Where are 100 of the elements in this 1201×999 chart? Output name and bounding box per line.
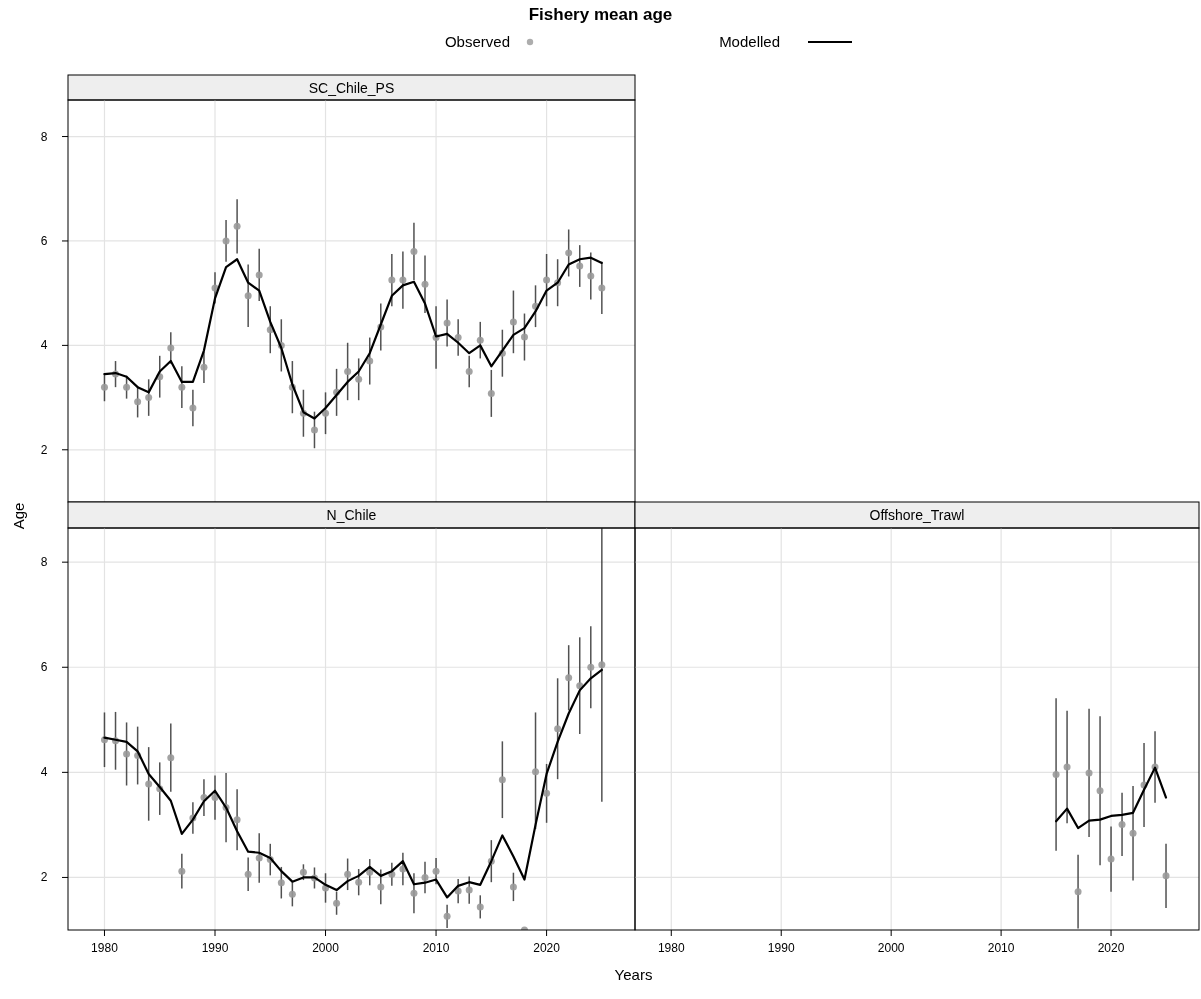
- point: [1096, 787, 1104, 795]
- x-tick-label: 2020: [1097, 941, 1125, 955]
- point: [322, 409, 330, 417]
- point: [123, 383, 131, 391]
- point: [554, 725, 562, 733]
- point: [123, 750, 131, 758]
- point: [244, 292, 252, 300]
- point: [145, 780, 153, 788]
- point: [465, 367, 473, 375]
- point: [344, 367, 352, 375]
- y-tick-label: 6: [40, 233, 48, 248]
- x-tick-label: 2000: [312, 941, 340, 955]
- line-series: [103, 256, 603, 420]
- point: [277, 879, 285, 887]
- point: [432, 867, 440, 875]
- point: [565, 249, 573, 257]
- point: [255, 271, 263, 279]
- point: [233, 222, 241, 230]
- point: [1063, 763, 1071, 771]
- chart-title: Fishery mean age: [528, 5, 673, 24]
- point: [476, 903, 484, 911]
- point: [520, 333, 528, 341]
- legend-label: Observed: [444, 33, 510, 50]
- point: [1107, 855, 1115, 863]
- point: [255, 854, 263, 862]
- point: [1052, 770, 1060, 778]
- point: [388, 276, 396, 284]
- point: [410, 889, 418, 897]
- point: [178, 867, 186, 875]
- point: [145, 394, 153, 402]
- point: [421, 280, 429, 288]
- x-tick-label: 2020: [533, 941, 561, 955]
- point: [1085, 769, 1093, 777]
- point: [189, 404, 197, 412]
- point: [498, 776, 506, 784]
- point: [1074, 888, 1082, 896]
- point: [288, 890, 296, 898]
- point: [565, 674, 573, 682]
- point: [509, 883, 517, 891]
- point: [167, 754, 175, 762]
- y-axis-title: Age: [10, 502, 27, 530]
- point: [454, 887, 462, 895]
- chart-subtitle: Offshore_Trawl: [869, 507, 965, 523]
- point: [598, 284, 606, 292]
- point: [344, 870, 352, 878]
- point: [543, 276, 551, 284]
- x-axis-title: Years: [614, 966, 653, 983]
- point: [1162, 872, 1170, 880]
- point: [587, 663, 595, 671]
- point: [222, 237, 230, 245]
- x-tick-label: 2010: [987, 941, 1015, 955]
- y-tick-label: 4: [40, 765, 48, 780]
- x-tick-label: 1980: [657, 941, 685, 955]
- point: [233, 816, 241, 824]
- y-tick-label: 2: [40, 442, 48, 457]
- point: [421, 873, 429, 881]
- point: [299, 868, 307, 876]
- y-tick-label: 6: [40, 660, 48, 675]
- point: [532, 768, 540, 776]
- point: [200, 363, 208, 371]
- point: [487, 389, 495, 397]
- point: [355, 375, 363, 383]
- x-tick-label: 1990: [767, 941, 795, 955]
- point: [355, 878, 363, 886]
- point: [244, 870, 252, 878]
- x-tick-label: 1990: [201, 941, 229, 955]
- point: [454, 334, 462, 342]
- point: [543, 789, 551, 797]
- point: [333, 899, 341, 907]
- point: [587, 272, 595, 280]
- point: [167, 344, 175, 352]
- y-tick-label: 4: [40, 338, 48, 353]
- point: [410, 247, 418, 255]
- point: [598, 661, 606, 669]
- legend-label: Modelled: [719, 33, 780, 50]
- point: [1129, 829, 1137, 837]
- point: [576, 682, 584, 690]
- y-tick-label: 2: [40, 870, 48, 885]
- point: [377, 883, 385, 891]
- point: [465, 886, 473, 894]
- point: [310, 426, 318, 434]
- chart-subtitle: N_Chile: [326, 507, 377, 523]
- point: [1118, 820, 1126, 828]
- point: [476, 336, 484, 344]
- point: [576, 262, 584, 270]
- chart-subtitle: SC_Chile_PS: [308, 79, 395, 96]
- point: [178, 383, 186, 391]
- y-tick-label: 8: [40, 129, 48, 144]
- point: [100, 383, 108, 391]
- point: [366, 357, 374, 365]
- point: [509, 318, 517, 326]
- x-tick-label: 2010: [422, 941, 450, 955]
- point: [443, 319, 451, 327]
- point: [134, 398, 142, 406]
- point: [443, 912, 451, 920]
- y-tick-label: 8: [40, 555, 48, 570]
- x-tick-label: 2000: [877, 941, 905, 955]
- point: [366, 868, 374, 876]
- x-tick-label: 1980: [91, 941, 119, 955]
- point: [399, 276, 407, 284]
